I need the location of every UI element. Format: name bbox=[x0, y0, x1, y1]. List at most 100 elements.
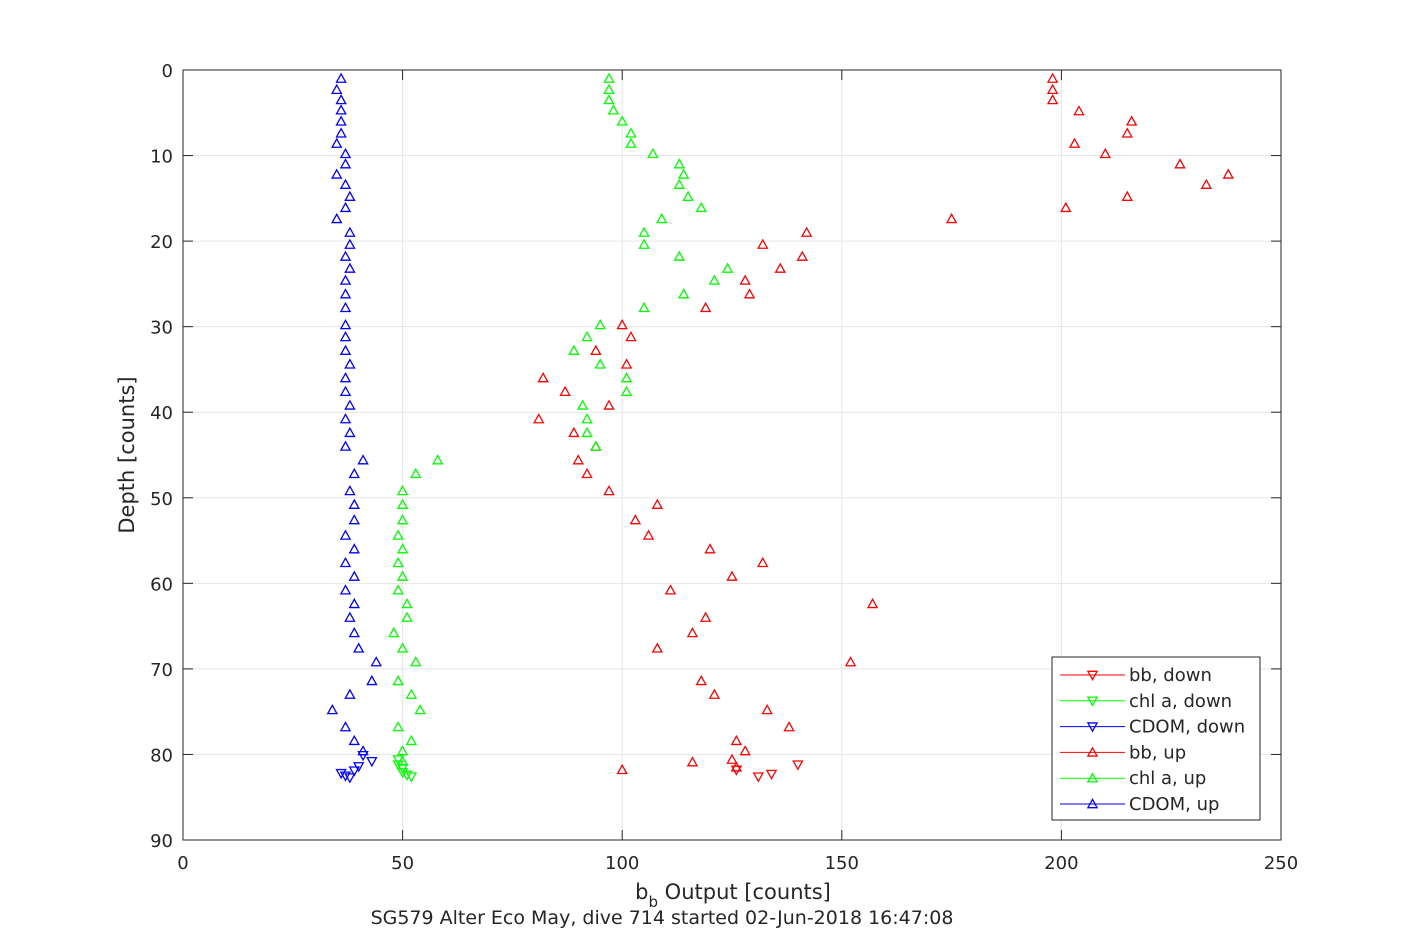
data-point bbox=[625, 127, 637, 138]
data-point bbox=[339, 330, 352, 342]
data-point bbox=[581, 330, 593, 342]
data-point bbox=[1125, 115, 1138, 126]
legend: bb, down chl a, down CDOM, down bb, up chl a… bbox=[1051, 656, 1261, 821]
legend-entry: chl a, down bbox=[1060, 691, 1232, 712]
data-point bbox=[603, 399, 615, 410]
data-point bbox=[673, 178, 686, 189]
plot-frame bbox=[182, 69, 1282, 841]
legend-label: chl a, down bbox=[1129, 691, 1232, 712]
data-point bbox=[326, 704, 339, 715]
data-point bbox=[339, 301, 352, 313]
data-point bbox=[1121, 127, 1133, 138]
data-point bbox=[686, 756, 699, 767]
data-point bbox=[339, 721, 352, 732]
y-tick-label: 80 bbox=[150, 745, 173, 766]
data-point bbox=[1073, 105, 1085, 116]
x-axis-label-main: b bbox=[635, 880, 648, 904]
data-point bbox=[348, 514, 360, 525]
data-point bbox=[401, 770, 413, 781]
data-point bbox=[414, 704, 426, 715]
series-cdom-down bbox=[335, 750, 378, 784]
data-point bbox=[344, 611, 356, 622]
data-point bbox=[603, 484, 615, 496]
legend-marker bbox=[1086, 746, 1099, 757]
data-point bbox=[581, 413, 593, 424]
data-point bbox=[396, 570, 409, 581]
data-point bbox=[344, 773, 356, 784]
data-point bbox=[673, 158, 686, 169]
data-point bbox=[331, 212, 343, 224]
data-point bbox=[757, 556, 769, 568]
data-point bbox=[405, 734, 418, 746]
legend-marker bbox=[1086, 722, 1099, 733]
data-point bbox=[388, 627, 400, 638]
data-point bbox=[726, 753, 738, 764]
data-point bbox=[686, 627, 699, 638]
data-point bbox=[396, 498, 409, 509]
data-point bbox=[607, 104, 620, 115]
data-point bbox=[339, 147, 352, 159]
y-tick-label: 70 bbox=[150, 660, 173, 681]
data-point bbox=[581, 426, 593, 438]
legend-entry: bb, down bbox=[1060, 665, 1212, 686]
data-point bbox=[331, 83, 343, 95]
data-point bbox=[730, 761, 743, 772]
data-point bbox=[410, 656, 422, 667]
y-axis-label: Depth [counts] bbox=[115, 376, 139, 533]
data-point bbox=[401, 611, 413, 622]
x-tick-label: 250 bbox=[1264, 853, 1298, 874]
data-point bbox=[642, 529, 655, 540]
data-point bbox=[739, 274, 751, 285]
data-point bbox=[366, 756, 378, 768]
data-point bbox=[366, 674, 378, 686]
data-point bbox=[348, 498, 360, 509]
data-point bbox=[352, 642, 365, 653]
data-point bbox=[739, 745, 751, 756]
data-point bbox=[339, 385, 352, 397]
data-point bbox=[344, 358, 356, 369]
y-tick-label: 40 bbox=[150, 403, 173, 424]
data-point bbox=[695, 674, 707, 686]
data-point bbox=[339, 158, 352, 169]
data-point bbox=[432, 454, 444, 465]
data-point bbox=[726, 570, 738, 581]
data-point bbox=[638, 226, 650, 237]
data-point bbox=[357, 750, 369, 762]
data-point bbox=[594, 358, 606, 369]
legend-label: bb, down bbox=[1129, 665, 1212, 686]
data-point bbox=[765, 769, 778, 781]
data-point bbox=[699, 301, 712, 313]
data-point bbox=[339, 344, 352, 355]
x-tick-label: 0 bbox=[177, 853, 188, 874]
data-point bbox=[1046, 83, 1059, 95]
data-point bbox=[656, 212, 668, 224]
data-point bbox=[1200, 178, 1213, 189]
data-point bbox=[664, 584, 677, 595]
x-tick-label: 200 bbox=[1044, 853, 1078, 874]
data-point bbox=[844, 656, 857, 667]
data-point bbox=[339, 413, 352, 424]
data-point bbox=[774, 262, 787, 273]
data-point bbox=[335, 127, 347, 138]
y-tick-label: 30 bbox=[150, 318, 173, 339]
data-point bbox=[339, 201, 352, 213]
data-point bbox=[405, 772, 418, 783]
data-point bbox=[335, 94, 347, 105]
data-point bbox=[625, 137, 637, 148]
legend-entry: CDOM, up bbox=[1060, 794, 1219, 815]
data-point bbox=[339, 178, 352, 189]
x-axis-label-rest: Output [counts] bbox=[658, 880, 831, 904]
data-point bbox=[1174, 158, 1186, 169]
data-point bbox=[603, 83, 615, 95]
data-point bbox=[800, 226, 813, 237]
data-point bbox=[568, 344, 580, 355]
y-tick-label: 90 bbox=[150, 831, 173, 852]
x-axis-label: bb Output [counts] bbox=[635, 880, 831, 911]
data-point bbox=[559, 385, 571, 397]
data-point bbox=[1222, 168, 1235, 179]
x-tick-label: 50 bbox=[391, 853, 414, 874]
series-bb-down bbox=[730, 760, 804, 783]
series-chl-a-up bbox=[388, 72, 734, 766]
legend-label: bb, up bbox=[1129, 742, 1186, 763]
data-point bbox=[344, 226, 356, 237]
